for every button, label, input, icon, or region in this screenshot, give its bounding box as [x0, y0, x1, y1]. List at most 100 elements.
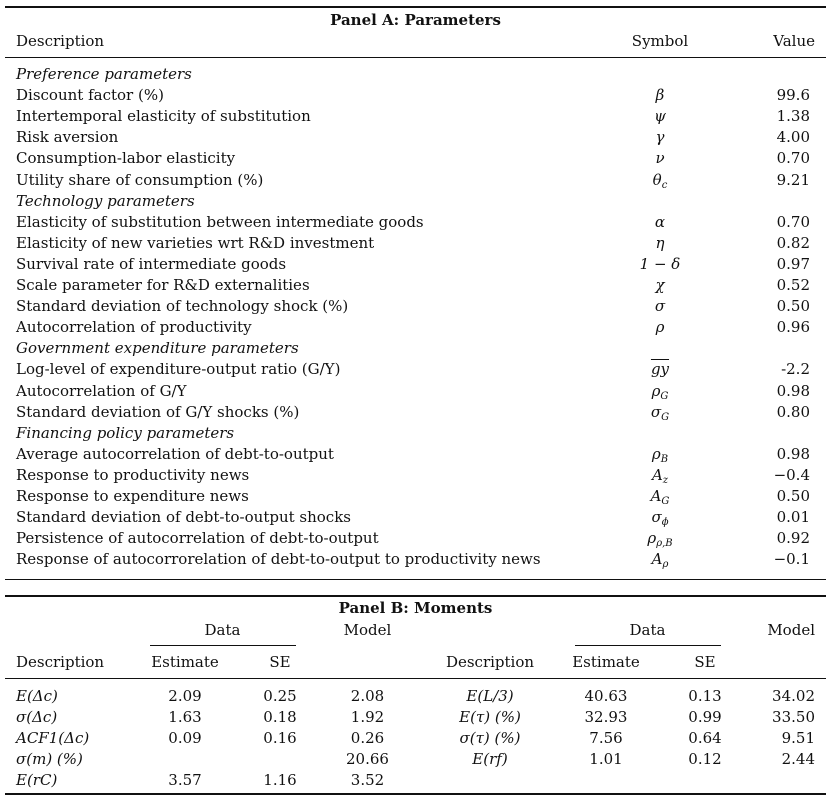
symbol-main: χ — [655, 276, 665, 294]
right-moment-model: 9.51 — [781, 729, 815, 747]
parameter-value: 0.70 — [776, 149, 810, 168]
parameter-description: Log-level of expenditure-output ratio (G… — [16, 360, 341, 379]
panel-b-right-data-group: Data — [629, 621, 666, 639]
right-moment-se: 0.64 — [688, 729, 722, 747]
parameter-description: Intertemporal elasticity of substitution — [16, 107, 311, 126]
panel-b-left-col-se: SE — [269, 653, 291, 671]
left-moment-estimate: 1.63 — [168, 708, 202, 726]
panel-a-parameter-row: Consumption-labor elasticity ν 0.70 — [0, 148, 831, 169]
left-moment-model: 2.08 — [350, 687, 385, 705]
left-moment-estimate: 2.09 — [168, 687, 202, 705]
parameter-value: 0.82 — [776, 233, 810, 252]
parameter-description: Response of autocorrorelation of debt-to… — [16, 550, 541, 569]
parameter-value: 0.70 — [776, 212, 810, 231]
parameter-value: 0.92 — [776, 529, 810, 548]
panel-a-bottom-rule — [5, 579, 826, 580]
parameter-description: Utility share of consumption (%) — [16, 170, 264, 189]
panel-a-parameter-row: Survival rate of intermediate goods 1 − δ… — [0, 254, 831, 275]
panel-a-top-rule — [5, 6, 826, 8]
parameter-value: 0.96 — [776, 318, 810, 337]
section-label: Financing policy parameters — [16, 423, 235, 442]
right-moment-model: 2.44 — [781, 750, 815, 768]
panel-a-parameter-row: Response to expenditure news AG 0.50 — [0, 486, 831, 507]
panel-b-right-col-se: SE — [694, 653, 716, 671]
symbol-main: σ — [654, 297, 666, 316]
parameter-value: 1.38 — [776, 107, 810, 126]
parameter-description: Average autocorrelation of debt-to-outpu… — [16, 444, 334, 463]
panel-b-left-data-group: Data — [204, 621, 241, 639]
symbol-main: γ — [655, 128, 665, 147]
parameter-description: Scale parameter for R&D externalities — [16, 276, 310, 294]
parameter-description: Response to expenditure news — [16, 487, 249, 505]
parameter-value: 4.00 — [776, 128, 810, 147]
panel-b-top-rule — [5, 595, 826, 597]
parameter-symbol: χ — [610, 276, 710, 294]
symbol-main: A — [651, 465, 663, 484]
symbol-main: ρ — [647, 529, 657, 548]
panel-b-bottom-rule — [5, 793, 826, 795]
parameter-value: 0.80 — [776, 402, 810, 421]
right-moment-model: 33.50 — [772, 708, 815, 726]
panel-b-left-model-group: Model — [343, 621, 392, 639]
parameter-symbol: gy — [610, 360, 710, 378]
symbol-subscript: G — [660, 390, 669, 402]
panel-a-parameter-row: Elasticity of new varieties wrt R&D inve… — [0, 233, 831, 254]
right-moment-description: E(rf) — [472, 750, 508, 768]
symbol-main: ρ — [655, 318, 665, 337]
left-moment-estimate: 3.57 — [168, 771, 202, 789]
panel-a-parameter-row: Persistence of autocorrelation of debt-t… — [0, 528, 831, 549]
symbol-main: ψ — [654, 107, 666, 126]
symbol-subscript: ρ,B — [656, 538, 673, 550]
parameter-symbol: 1 − δ — [610, 255, 710, 273]
parameter-symbol: θc — [610, 171, 710, 191]
parameter-symbol: Aρ — [610, 550, 710, 570]
panel-a-parameter-row: Standard deviation of debt-to-output sho… — [0, 507, 831, 528]
parameter-value: 0.50 — [776, 297, 810, 316]
panel-a-parameter-row: Autocorrelation of G/Y ρG 0.98 — [0, 381, 831, 402]
symbol-main: gy — [650, 360, 670, 379]
symbol-subscript: G — [661, 496, 670, 507]
right-moment-estimate: 1.01 — [589, 750, 623, 768]
parameter-description: Survival rate of intermediate goods — [16, 254, 287, 273]
panel-a-section-header: Technology parameters — [0, 191, 831, 212]
panel-a-parameter-row: Autocorrelation of productivity ρ 0.96 — [0, 317, 831, 338]
symbol-main: ρ — [651, 381, 661, 400]
panel-a-parameter-row: Standard deviation of G/Y shocks (%) σG 0.… — [0, 402, 831, 423]
panel-a-parameter-row: Standard deviation of technology shock (… — [0, 296, 831, 317]
parameter-value: −0.1 — [773, 550, 810, 569]
parameter-description: Response to productivity news — [16, 465, 250, 484]
panel-a-title: Panel A: Parameters — [330, 11, 501, 29]
symbol-subscript: G — [661, 411, 670, 423]
left-moment-model: 3.52 — [350, 771, 385, 789]
panel-b-moment-row: σ(m) (%) 20.66 E(rf) 1.01 0.12 2.44 — [0, 749, 831, 770]
parameter-symbol: ρ — [610, 318, 710, 336]
panel-a-parameter-row: Intertemporal elasticity of substitution… — [0, 106, 831, 127]
panel-a-col-description: Description — [16, 32, 105, 50]
symbol-main: α — [654, 212, 666, 231]
parameter-symbol: ρρ,B — [610, 529, 710, 549]
symbol-subscript: c — [661, 179, 668, 191]
left-moment-description: σ(m) (%) — [16, 750, 83, 768]
right-moment-description: σ(τ) (%) — [459, 729, 521, 747]
panel-a-col-value: Value — [773, 32, 815, 50]
section-label: Government expenditure parameters — [16, 339, 299, 358]
left-moment-model: 20.66 — [346, 750, 389, 768]
right-moment-se: 0.99 — [688, 708, 722, 726]
panel-a-col-symbol: Symbol — [631, 32, 689, 50]
symbol-main: ν — [655, 149, 665, 168]
left-moment-description: E(rC) — [16, 771, 58, 789]
right-moment-estimate: 7.56 — [589, 729, 623, 747]
parameter-value: -2.2 — [781, 360, 810, 379]
panel-b-right-data-rule — [575, 645, 721, 646]
symbol-main: σ — [650, 402, 662, 421]
parameter-symbol: ρB — [610, 445, 710, 465]
right-moment-description: E(τ) (%) — [459, 708, 521, 726]
panel-a-section-header: Government expenditure parameters — [0, 338, 831, 359]
parameter-description: Discount factor (%) — [16, 86, 164, 105]
parameter-value: 0.97 — [776, 254, 810, 273]
parameter-value: 0.52 — [776, 276, 810, 294]
symbol-main: 1 − δ — [639, 254, 681, 273]
panel-b-left-data-rule — [150, 645, 296, 646]
panel-a-parameter-row: Elasticity of substitution between inter… — [0, 212, 831, 233]
panel-b-header-rule — [5, 678, 826, 679]
